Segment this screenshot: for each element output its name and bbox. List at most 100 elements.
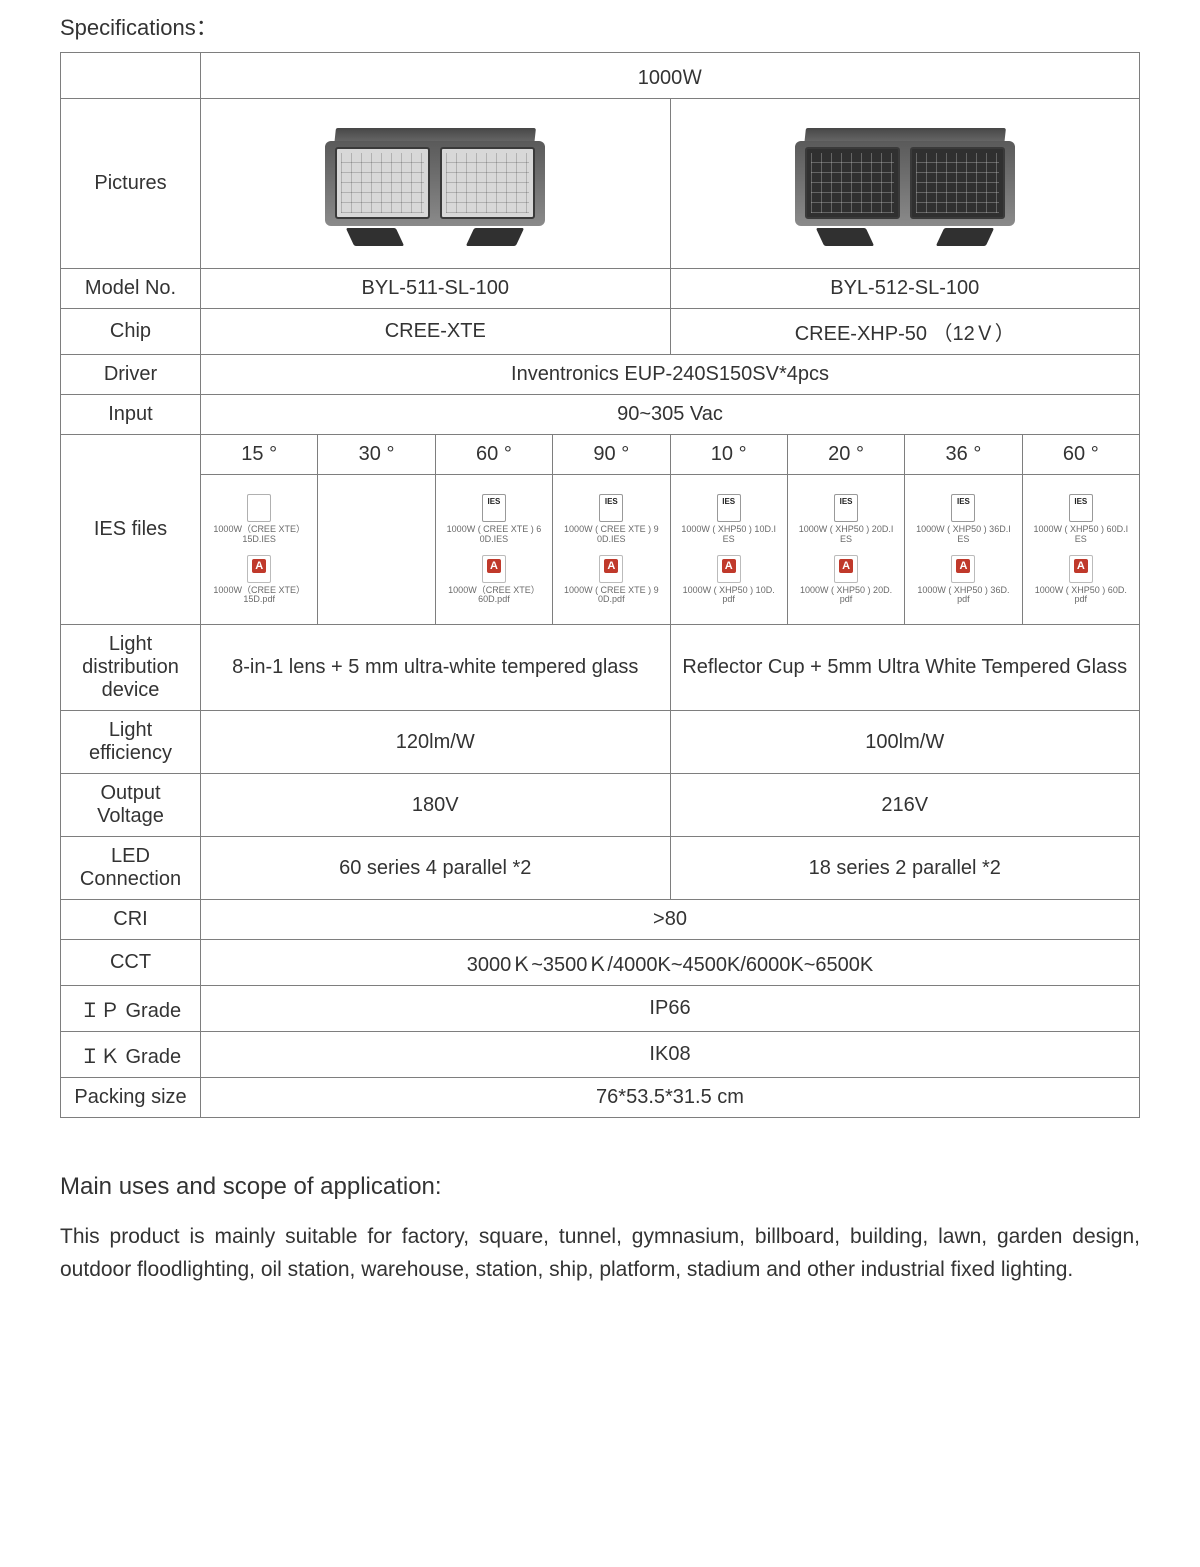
- file-item[interactable]: 1000W（CREE XTE）60D.pdf: [446, 555, 541, 606]
- file-item[interactable]: 1000W（CREE XTE）15D.pdf: [212, 555, 307, 606]
- ies-icon: [599, 494, 623, 522]
- ledconn-a: 60 series 4 parallel *2: [201, 837, 671, 900]
- file-item[interactable]: 1000W ( CREE XTE ) 90D.IES: [564, 494, 659, 545]
- file-item[interactable]: 1000W ( XHP50 ) 10D.pdf: [681, 555, 776, 606]
- row-label-chip: Chip: [61, 309, 201, 355]
- file-item[interactable]: 1000W ( XHP50 ) 10D.IES: [681, 494, 776, 545]
- row-label-pictures: Pictures: [61, 99, 201, 269]
- file-label: 1000W（CREE XTE）60D.pdf: [446, 586, 541, 606]
- angle-b-2: 36 °: [905, 435, 1022, 475]
- file-label: 1000W（CREE XTE）15D.IES: [212, 525, 307, 545]
- file-icon: [247, 494, 271, 522]
- file-label: 1000W ( XHP50 ) 10D.pdf: [681, 586, 776, 606]
- angle-a-2: 60 °: [435, 435, 552, 475]
- row-label-ik: ＩＫ Grade: [61, 1032, 201, 1078]
- ies-cell-a-1: [318, 475, 435, 625]
- product-image-b: [775, 116, 1035, 246]
- pdf-icon: [1069, 555, 1093, 583]
- ies-cell-a-2: 1000W ( CREE XTE ) 60D.IES 1000W（CREE XT…: [435, 475, 552, 625]
- picture-model-b: [670, 99, 1140, 269]
- row-label-cri: CRI: [61, 900, 201, 940]
- file-label: 1000W ( XHP50 ) 10D.IES: [681, 525, 776, 545]
- uses-body: This product is mainly suitable for fact…: [60, 1221, 1140, 1286]
- row-label-ip: ＩＰ Grade: [61, 986, 201, 1032]
- ies-icon: [482, 494, 506, 522]
- uses-title: Main uses and scope of application:: [60, 1173, 1140, 1201]
- ies-icon: [717, 494, 741, 522]
- file-label: 1000W ( XHP50 ) 20D.IES: [799, 525, 894, 545]
- driver-value: Inventronics EUP-240S150SV*4pcs: [201, 355, 1140, 395]
- angle-b-3: 60 °: [1022, 435, 1139, 475]
- file-label: 1000W ( XHP50 ) 60D.IES: [1033, 525, 1128, 545]
- file-label: 1000W ( XHP50 ) 36D.IES: [916, 525, 1011, 545]
- blank-header: [61, 53, 201, 99]
- input-value: 90~305 Vac: [201, 395, 1140, 435]
- row-label-packing: Packing size: [61, 1078, 201, 1118]
- row-label-ledconn: LED Connection: [61, 837, 201, 900]
- ies-icon: [951, 494, 975, 522]
- ies-cell-a-0: 1000W（CREE XTE）15D.IES 1000W（CREE XTE）15…: [201, 475, 318, 625]
- file-label: 1000W ( XHP50 ) 36D.pdf: [916, 586, 1011, 606]
- row-label-ies: IES files: [61, 435, 201, 625]
- file-label: 1000W ( CREE XTE ) 60D.IES: [446, 525, 541, 545]
- packing-value: 76*53.5*31.5 cm: [201, 1078, 1140, 1118]
- ies-cell-a-3: 1000W ( CREE XTE ) 90D.IES 1000W ( CREE …: [553, 475, 670, 625]
- chip-a: CREE-XTE: [201, 309, 671, 355]
- file-item[interactable]: 1000W ( XHP50 ) 60D.pdf: [1033, 555, 1128, 606]
- angle-b-1: 20 °: [787, 435, 904, 475]
- row-label-lightdist: Light distribution device: [61, 625, 201, 711]
- cri-value: >80: [201, 900, 1140, 940]
- product-image-a: [305, 116, 565, 246]
- model-b: BYL-512-SL-100: [670, 269, 1140, 309]
- ies-cell-b-1: 1000W ( XHP50 ) 20D.IES 1000W ( XHP50 ) …: [787, 475, 904, 625]
- pdf-icon: [247, 555, 271, 583]
- ies-cell-b-2: 1000W ( XHP50 ) 36D.IES 1000W ( XHP50 ) …: [905, 475, 1022, 625]
- lighteff-a: 120lm/W: [201, 711, 671, 774]
- file-item[interactable]: 1000W ( CREE XTE ) 90D.pdf: [564, 555, 659, 606]
- ies-cell-b-3: 1000W ( XHP50 ) 60D.IES 1000W ( XHP50 ) …: [1022, 475, 1139, 625]
- file-label: 1000W ( CREE XTE ) 90D.IES: [564, 525, 659, 545]
- file-item[interactable]: 1000W ( CREE XTE ) 60D.IES: [446, 494, 541, 545]
- header-power: 1000Ｗ: [201, 53, 1140, 99]
- row-label-input: Input: [61, 395, 201, 435]
- specifications-title: Specifications：: [60, 0, 1140, 52]
- file-item[interactable]: 1000W（CREE XTE）15D.IES: [212, 494, 307, 545]
- cct-value: 3000Ｋ~3500Ｋ/4000K~4500K/6000K~6500K: [201, 940, 1140, 986]
- picture-model-a: [201, 99, 671, 269]
- ledconn-b: 18 series 2 parallel *2: [670, 837, 1140, 900]
- ip-value: IP66: [201, 986, 1140, 1032]
- row-label-model: Model No.: [61, 269, 201, 309]
- angle-a-3: 90 °: [553, 435, 670, 475]
- file-label: 1000W ( XHP50 ) 20D.pdf: [799, 586, 894, 606]
- file-label: 1000W ( XHP50 ) 60D.pdf: [1033, 586, 1128, 606]
- specifications-table: 1000Ｗ Pictures: [60, 52, 1140, 1118]
- chip-b: CREE-XHP-50 （12Ｖ）: [670, 309, 1140, 355]
- pdf-icon: [717, 555, 741, 583]
- pdf-icon: [834, 555, 858, 583]
- ies-cell-b-0: 1000W ( XHP50 ) 10D.IES 1000W ( XHP50 ) …: [670, 475, 787, 625]
- angle-b-0: 10 °: [670, 435, 787, 475]
- file-label: 1000W ( CREE XTE ) 90D.pdf: [564, 586, 659, 606]
- file-item[interactable]: 1000W ( XHP50 ) 20D.IES: [799, 494, 894, 545]
- row-label-outvolt: Output Voltage: [61, 774, 201, 837]
- outvolt-a: 180V: [201, 774, 671, 837]
- pdf-icon: [599, 555, 623, 583]
- file-label: 1000W（CREE XTE）15D.pdf: [212, 586, 307, 606]
- lightdist-b: Reflector Cup + 5mm Ultra White Tempered…: [670, 625, 1140, 711]
- ies-icon: [1069, 494, 1093, 522]
- outvolt-b: 216V: [670, 774, 1140, 837]
- file-item[interactable]: 1000W ( XHP50 ) 36D.pdf: [916, 555, 1011, 606]
- file-item[interactable]: 1000W ( XHP50 ) 60D.IES: [1033, 494, 1128, 545]
- pdf-icon: [951, 555, 975, 583]
- file-item[interactable]: 1000W ( XHP50 ) 36D.IES: [916, 494, 1011, 545]
- angle-a-0: 15 °: [201, 435, 318, 475]
- lighteff-b: 100lm/W: [670, 711, 1140, 774]
- model-a: BYL-511-SL-100: [201, 269, 671, 309]
- ies-icon: [834, 494, 858, 522]
- angle-a-1: 30 °: [318, 435, 435, 475]
- row-label-cct: CCT: [61, 940, 201, 986]
- row-label-driver: Driver: [61, 355, 201, 395]
- file-item[interactable]: 1000W ( XHP50 ) 20D.pdf: [799, 555, 894, 606]
- ik-value: IK08: [201, 1032, 1140, 1078]
- lightdist-a: 8-in-1 lens + 5 mm ultra-white tempered …: [201, 625, 671, 711]
